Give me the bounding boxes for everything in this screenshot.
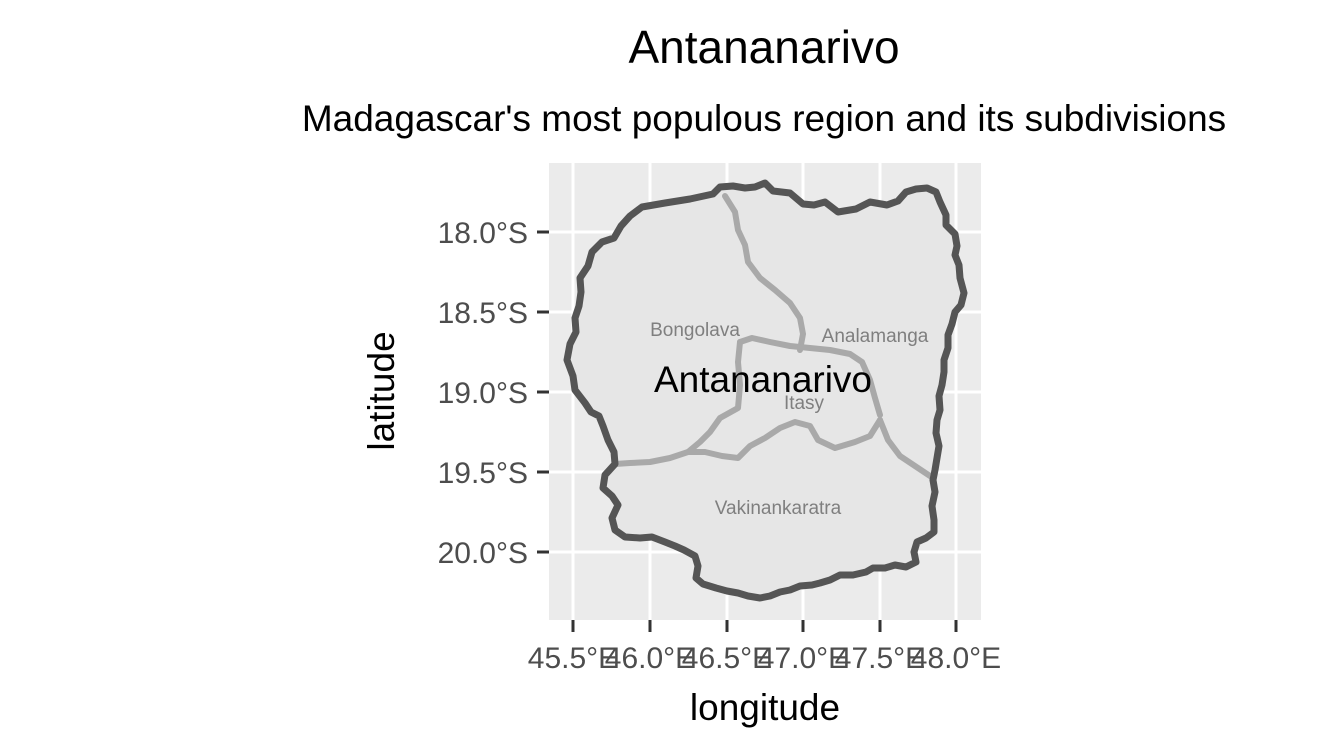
x-tick-label-45-5: 45.5°E <box>528 642 618 675</box>
map-title: Antananarivo <box>628 21 899 73</box>
x-tick-label-47-0: 47.0°E <box>758 642 848 675</box>
axis-ticks <box>537 230 958 632</box>
x-tick-label-46-0: 46.0°E <box>605 642 695 675</box>
subdivision-label-analamanga: Analamanga <box>822 326 929 347</box>
subdivision-label-bongolava: Bongolava <box>650 320 740 341</box>
x-tick-label-48-0: 48.0°E <box>911 642 1001 675</box>
border-bongolava-analamanga <box>722 193 806 353</box>
y-tick-label-19-0: 19.0°S <box>438 377 528 410</box>
y-tick-label-18-5: 18.5°S <box>438 297 528 330</box>
map-subtitle: Madagascar's most populous region and it… <box>302 98 1226 139</box>
x-tick-label-47-5: 47.5°E <box>835 642 925 675</box>
border-itasy-north <box>737 335 883 418</box>
region-antananarivo-shape <box>567 183 964 598</box>
x-axis-title: longitude <box>690 687 840 728</box>
y-tick-label-19-5: 19.5°S <box>438 457 528 490</box>
border-itasy-west <box>612 339 743 467</box>
subdivision-label-itasy: Itasy <box>784 393 825 414</box>
subdivision-borders <box>612 193 933 479</box>
subdivision-label-vakinankaratra: Vakinankaratra <box>715 498 842 519</box>
y-tick-label-18-0: 18.0°S <box>438 217 528 250</box>
region-antananarivo-outline <box>563 179 968 602</box>
region-label: Antananarivo <box>654 359 872 400</box>
y-axis-title: latitude <box>361 331 402 450</box>
x-tick-label-46-5: 46.5°E <box>682 642 772 675</box>
y-tick-label-20-0: 20.0°S <box>438 537 528 570</box>
border-analamanga-vakinankaratra <box>877 417 933 479</box>
border-itasy-south <box>685 417 883 461</box>
